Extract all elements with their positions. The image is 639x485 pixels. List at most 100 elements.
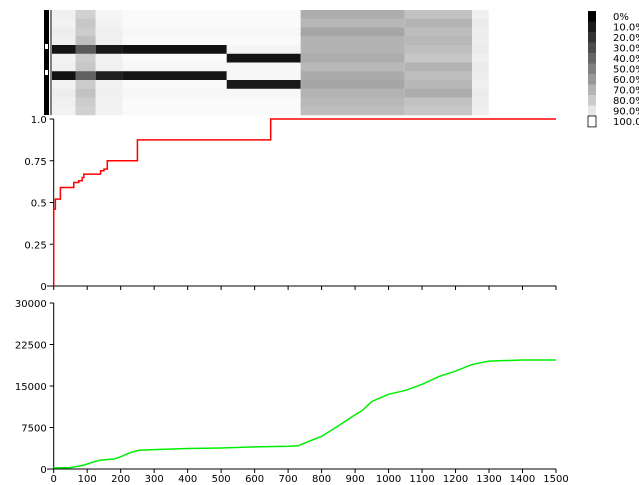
- heatmap-cell: [122, 62, 301, 72]
- heatmap-cell: [95, 45, 123, 55]
- heatmap-cell: [122, 106, 301, 116]
- heatmap-cell: [75, 106, 96, 116]
- cumulative-chart-x-tick-label: 600: [245, 474, 264, 485]
- step-chart-y-tick-label: 1.0: [31, 115, 47, 126]
- colorbar-label: 80.0%: [613, 96, 639, 107]
- step-line-chart: 0 0.25 0.5 0.75 1.0: [24, 115, 557, 293]
- colorbar-label: 70.0%: [613, 86, 639, 97]
- heatmap-cell: [404, 27, 472, 37]
- heatmap-cell: [95, 27, 123, 37]
- cumulative-chart-x-tick-label: 1300: [476, 474, 501, 485]
- heatmap-cell: [226, 71, 301, 81]
- colorbar-swatch: [588, 95, 596, 106]
- heatmap-cell: [472, 97, 489, 107]
- heatmap-cell: [472, 80, 489, 90]
- colorbar-label: 100.0%: [613, 117, 639, 128]
- heatmap-cell: [52, 88, 76, 98]
- heatmap-cell: [122, 27, 301, 37]
- cumulative-chart-x-tick-label: 100: [78, 474, 97, 485]
- cumulative-chart-x-tick-label: 200: [111, 474, 130, 485]
- heatmap-cell: [52, 62, 76, 72]
- cumulative-chart-x-tick-label: 1200: [443, 474, 468, 485]
- heatmap-cell: [472, 10, 489, 20]
- heatmap-cell: [52, 27, 76, 37]
- colorbar-label: 30.0%: [613, 44, 639, 55]
- heatmap-cell: [75, 62, 96, 72]
- heatmap-cell: [404, 36, 472, 46]
- heatmap-cell: [300, 10, 405, 20]
- heatmap-cell: [52, 10, 76, 20]
- heatmap-cell: [226, 53, 301, 63]
- cumulative-line-chart: 0 7500 15000 22500 30000 0 100 200 300 400 500 600 7…: [15, 299, 569, 485]
- heatmap-cell: [122, 36, 301, 46]
- cumulative-chart-x-tick-label: 900: [346, 474, 365, 485]
- heatmap-cell: [75, 10, 96, 20]
- heatmap-cell: [300, 62, 405, 72]
- heatmap-cell: [75, 88, 96, 98]
- heatmap-cell: [75, 71, 96, 81]
- heatmap-cell: [75, 18, 96, 28]
- heatmap-cell: [95, 53, 123, 63]
- heatmap-cell: [95, 80, 123, 90]
- heatmap-cell: [122, 10, 301, 20]
- heatmap-cell: [122, 80, 227, 90]
- heatmap-cell: [52, 36, 76, 46]
- cumulative-chart-x-tick-label: 300: [145, 474, 164, 485]
- heatmap-cell: [52, 106, 76, 116]
- heatmap-cell: [472, 27, 489, 37]
- heatmap-cell: [95, 71, 123, 81]
- colorbar-label: 60.0%: [613, 75, 639, 86]
- cumulative-chart-x-tick-label: 0: [51, 474, 57, 485]
- heatmap-cell: [95, 106, 123, 116]
- heatmap-cell: [404, 71, 472, 81]
- heatmap-panel: [44, 10, 489, 116]
- heatmap-cell: [75, 80, 96, 90]
- colorbar: 0%10.0%20.0%30.0%40.0%50.0%60.0%70.0%80.…: [587, 11, 639, 128]
- colorbar-swatch: [588, 63, 596, 75]
- heatmap-cell: [300, 71, 405, 81]
- heatmap-cell: [95, 18, 123, 28]
- heatmap-cell: [226, 80, 301, 90]
- cumulative-chart-x-tick-label: 700: [279, 474, 298, 485]
- heatmap-cell: [95, 97, 123, 107]
- colorbar-label: 50.0%: [613, 65, 639, 76]
- cumulative-chart-x-tick-label: 800: [312, 474, 331, 485]
- colorbar-label: 90.0%: [613, 107, 639, 118]
- heatmap-cell: [472, 62, 489, 72]
- colorbar-label: 20.0%: [613, 33, 639, 44]
- colorbar-swatch: [588, 105, 596, 117]
- cumulative-chart-y-tick-label: 7500: [21, 424, 46, 435]
- heatmap-cell: [300, 53, 405, 63]
- heatmap-row-marker: [45, 44, 48, 49]
- heatmap-cell: [75, 97, 96, 107]
- heatmap-cell: [404, 18, 472, 28]
- heatmap-cell: [300, 36, 405, 46]
- heatmap-cell: [52, 97, 76, 107]
- heatmap-cell: [122, 45, 227, 55]
- cumulative-chart-y-tick-label: 30000: [15, 299, 47, 310]
- step-chart-y-tick-label: 0.25: [24, 240, 46, 251]
- heatmap-cell: [122, 97, 301, 107]
- colorbar-swatch: [587, 115, 597, 128]
- heatmap-cell: [404, 80, 472, 90]
- heatmap-cell: [300, 88, 405, 98]
- heatmap-cell: [122, 53, 227, 63]
- heatmap-cell: [122, 71, 227, 81]
- heatmap-cell: [75, 53, 96, 63]
- heatmap-cell: [95, 88, 123, 98]
- colorbar-swatch: [588, 21, 596, 33]
- heatmap-cell: [52, 18, 76, 28]
- colorbar-label: 0%: [613, 12, 629, 23]
- cumulative-chart-x-tick-label: 500: [212, 474, 231, 485]
- heatmap-cell: [472, 36, 489, 46]
- heatmap-row-marker: [45, 70, 48, 75]
- cumulative-chart-y-tick-label: 15000: [15, 382, 47, 393]
- heatmap-cell: [472, 45, 489, 55]
- colorbar-label: 40.0%: [613, 54, 639, 65]
- cumulative-chart-y-tick-label: 22500: [15, 341, 47, 352]
- cumulative-chart-x-tick-label: 1400: [510, 474, 535, 485]
- heatmap-cell: [472, 71, 489, 81]
- cumulative-chart-x-tick-label: 1100: [409, 474, 434, 485]
- heatmap-cell: [300, 27, 405, 37]
- heatmap-cell: [300, 97, 405, 107]
